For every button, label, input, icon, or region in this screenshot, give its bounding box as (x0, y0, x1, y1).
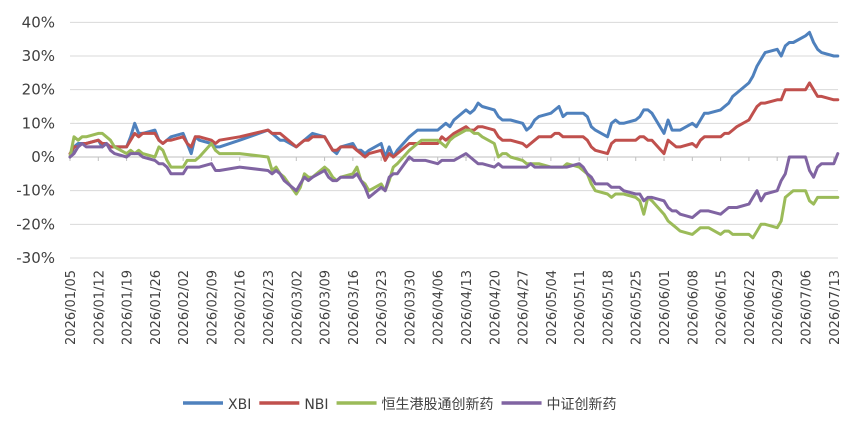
y-tick-label: 30% (22, 47, 55, 65)
y-tick-label: -30% (16, 249, 55, 267)
y-tick-label: 20% (22, 81, 55, 99)
x-tick-label: 2026/03/16 (347, 270, 362, 345)
x-tick-label: 2026/07/13 (828, 270, 843, 345)
x-tick-label: 2026/01/19 (121, 270, 136, 345)
x-tick-label: 2026/02/23 (262, 270, 277, 345)
x-tick-label: 2026/03/09 (319, 270, 334, 345)
x-tick-label: 2026/04/13 (460, 270, 475, 345)
x-tick-label: 2026/02/16 (234, 270, 249, 345)
series-line-1 (68, 30, 840, 159)
x-tick-label: 2026/07/06 (799, 270, 814, 345)
x-tick-label: 2026/05/11 (573, 270, 588, 345)
x-tick-label: 2026/05/18 (601, 270, 616, 345)
x-tick-label: 2026/03/30 (403, 270, 418, 345)
y-tick-label: 0% (31, 148, 55, 166)
y-tick-label: 10% (22, 114, 55, 132)
y-tick-label: 40% (22, 13, 55, 31)
y-tick-label: -20% (16, 215, 55, 233)
x-tick-label: 2026/06/15 (715, 270, 730, 345)
x-tick-label: 2026/05/04 (545, 270, 560, 345)
x-tick-label: 2026/03/23 (375, 270, 390, 345)
series-lines (68, 30, 840, 240)
x-axis-ticks: 2026/01/05 2026/01/12 2026/01/19 2026/01/26… (64, 157, 843, 345)
legend-label: 恒生港股通创新药 (382, 397, 494, 413)
legend-label: 中证创新药 (547, 397, 617, 413)
series-line-3 (68, 128, 840, 240)
legend-label: XBI (228, 397, 251, 413)
x-tick-label: 2026/01/05 (64, 270, 79, 345)
x-tick-label: 2026/06/08 (686, 270, 701, 345)
legend-label: NBI (304, 397, 328, 413)
x-tick-label: 2026/05/25 (630, 270, 645, 345)
x-tick-label: 2026/02/09 (205, 270, 220, 345)
x-tick-label: 2026/06/22 (743, 270, 758, 345)
x-tick-label: 2026/02/02 (177, 270, 192, 345)
x-tick-label: 2026/06/01 (658, 270, 673, 345)
x-tick-label: 2026/06/29 (771, 270, 786, 345)
x-tick-label: 2026/01/26 (149, 270, 164, 345)
x-tick-label: 2026/03/02 (290, 270, 305, 345)
x-tick-label: 2026/04/27 (517, 270, 532, 345)
x-tick-label: 2026/04/06 (432, 270, 447, 345)
x-tick-label: 2026/01/12 (92, 270, 107, 345)
y-axis-ticks: -30% -20% -10% 0% 10% 20% 30% 40% (16, 13, 55, 267)
x-tick-label: 2026/04/20 (488, 270, 503, 345)
series-line-4 (68, 142, 840, 220)
y-tick-label: -10% (16, 182, 55, 200)
legend: XBI NBI 恒生港股通创新药 中证创新药 (183, 397, 617, 413)
